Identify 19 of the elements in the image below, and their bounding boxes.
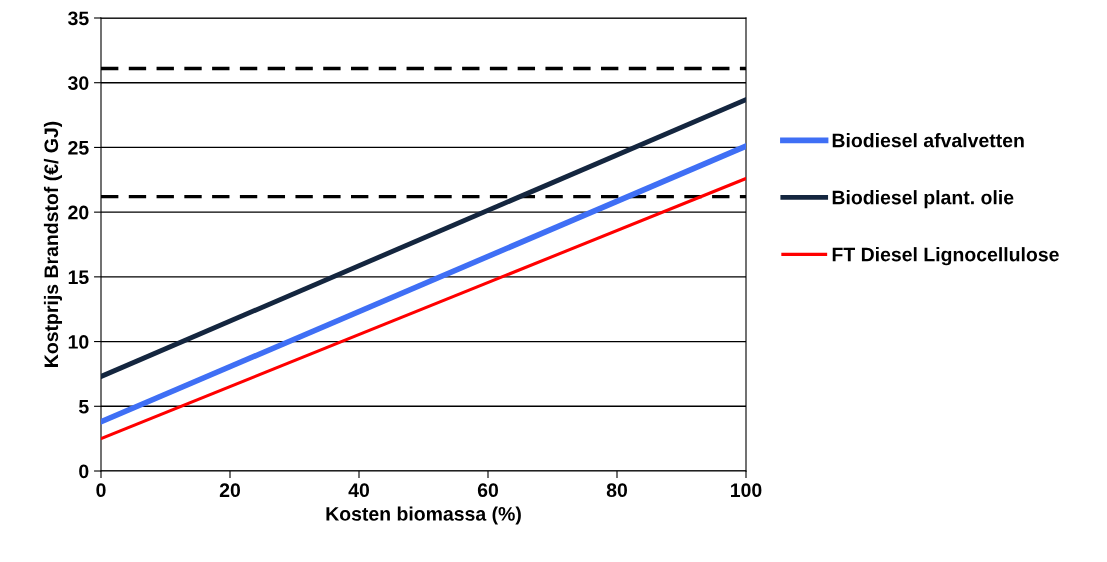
- x-axis-title: Kosten biomassa (%): [326, 506, 521, 525]
- y-axis-title: Kostprijs Brandstof (€/ GJ): [43, 121, 63, 367]
- y-tick-label: 5: [78, 399, 89, 414]
- x-tick-label: 100: [731, 483, 762, 498]
- x-tick-label: 60: [477, 483, 499, 498]
- x-tick-label: 0: [96, 483, 106, 498]
- y-tick-label: 35: [68, 11, 89, 26]
- x-tick-label: 20: [219, 483, 241, 498]
- y-tick-label: 0: [79, 464, 89, 479]
- legend-label: Biodiesel afvalvetten: [832, 133, 1024, 148]
- x-tick-label: 40: [348, 483, 370, 498]
- y-tick-label: 10: [68, 335, 89, 349]
- y-tick-label: 20: [68, 205, 89, 220]
- y-tick-label: 30: [68, 76, 89, 90]
- x-tick-label: 80: [606, 483, 628, 498]
- y-tick-label: 25: [68, 140, 89, 155]
- y-tick-label: 15: [68, 270, 89, 285]
- legend-label: Biodiesel plant. olie: [832, 190, 1014, 209]
- legend-label: FT Diesel Lignocellulose: [832, 247, 1059, 266]
